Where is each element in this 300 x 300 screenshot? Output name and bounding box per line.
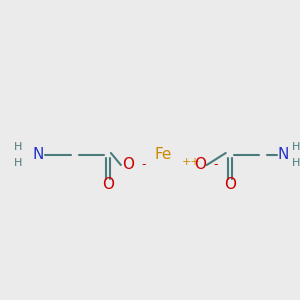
Text: H: H [292,158,300,168]
Text: ++: ++ [182,157,200,167]
Text: H: H [292,142,300,152]
Text: H: H [14,158,22,168]
Text: O: O [102,178,114,193]
Text: O: O [224,178,236,193]
Text: N: N [278,148,289,163]
Text: N: N [32,148,44,163]
Text: -: - [214,158,218,172]
Text: O: O [194,158,206,172]
Text: H: H [14,142,22,152]
Text: Fe: Fe [154,148,172,163]
Text: O: O [122,158,134,172]
Text: -: - [142,158,146,172]
